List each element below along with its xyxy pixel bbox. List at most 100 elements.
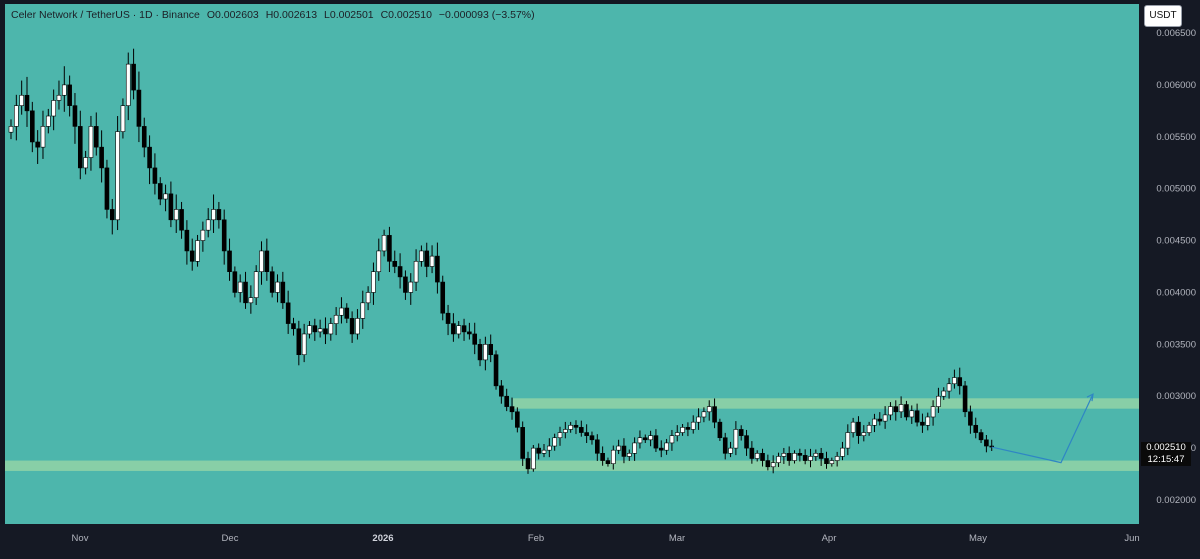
candle [621, 438, 627, 464]
candle-body [952, 377, 957, 385]
candle [61, 66, 67, 112]
candle [600, 446, 605, 466]
candle-body [861, 432, 867, 436]
candle [664, 438, 669, 455]
candle-body [413, 261, 419, 283]
plot-area[interactable] [5, 4, 1139, 524]
candle [499, 380, 504, 404]
symbol-header: Celer Network / TetherUS · 1D · Binance … [11, 9, 539, 21]
candle [269, 266, 275, 298]
candle [360, 290, 366, 329]
candle-body [531, 447, 536, 470]
candle-body [365, 292, 371, 304]
candle-body [237, 281, 243, 293]
candle [888, 402, 893, 421]
candle [141, 117, 147, 158]
candle [690, 415, 696, 434]
candle-body [424, 250, 430, 267]
candle-body [371, 271, 376, 293]
candle [541, 444, 547, 458]
candle [328, 317, 334, 341]
y-tick-label: 0.003500 [1156, 339, 1196, 350]
candle [898, 396, 904, 418]
candle [136, 71, 142, 143]
candle [648, 430, 653, 447]
candle-body [669, 435, 675, 444]
candle-body [104, 167, 110, 210]
candle [930, 400, 936, 426]
candle-body [824, 458, 829, 464]
symbol-title[interactable]: Celer Network / TetherUS · 1D · Binance [11, 9, 200, 21]
candle [717, 418, 723, 441]
candle-body [429, 255, 435, 267]
candle [776, 452, 781, 468]
candle-body [312, 325, 318, 333]
candle-body [355, 318, 360, 335]
candle-body [893, 406, 899, 413]
candle-body [253, 271, 259, 298]
candle [653, 429, 659, 453]
candle [189, 238, 195, 271]
candle-body [205, 219, 211, 231]
candle [584, 424, 589, 443]
candle-body [914, 410, 920, 423]
candle-body [125, 63, 131, 106]
candle-body [973, 424, 979, 433]
last-price: 0.002510 [1146, 442, 1186, 453]
candle [307, 321, 312, 339]
candle [392, 250, 398, 274]
candle [904, 400, 909, 421]
candle-body [141, 126, 147, 148]
candle [829, 457, 835, 467]
candle-body [818, 452, 824, 459]
y-tick-label: 0.002000 [1156, 495, 1196, 506]
candle [850, 417, 856, 438]
x-tick-labels: Nov Dec 2026 Feb Mar Apr May Jun [72, 533, 1140, 544]
candle-body [248, 297, 254, 304]
candle-body [419, 250, 424, 262]
candle-body [200, 229, 206, 241]
candle-body [179, 209, 184, 231]
candle-body [605, 460, 611, 464]
candle [946, 377, 952, 399]
candle [403, 270, 408, 300]
candle-body [573, 424, 579, 428]
candle [882, 406, 888, 429]
candle-body [909, 410, 915, 418]
candle-body [616, 445, 621, 451]
candle-body [285, 302, 291, 324]
y-tick-label: 0.006500 [1156, 28, 1196, 39]
candle-body [499, 385, 504, 397]
candle [909, 405, 915, 424]
candle [914, 403, 920, 427]
ohlc-close: C0.002510 [380, 9, 432, 21]
candle [642, 434, 648, 444]
candle-body [840, 447, 845, 457]
candle-body [888, 406, 893, 416]
y-tick-label: 0.003000 [1156, 391, 1196, 402]
x-tick-label: Jun [1124, 533, 1139, 544]
currency-button[interactable]: USDT [1144, 5, 1182, 27]
candle-body [925, 416, 931, 426]
x-tick-label: Mar [669, 533, 685, 544]
candle-body [504, 395, 509, 407]
candle-body [333, 314, 339, 324]
candle-body [376, 250, 382, 272]
candle [125, 52, 131, 121]
candle [610, 445, 616, 470]
candle-body [195, 240, 200, 262]
candle-body [770, 462, 776, 468]
candle [435, 242, 440, 294]
candle-body [866, 424, 872, 433]
candle [754, 450, 760, 462]
candle-body [488, 344, 494, 356]
candle-body [536, 447, 541, 454]
candle [376, 238, 382, 281]
time-axis[interactable] [0, 524, 1139, 559]
candle-body [813, 452, 819, 457]
y-tick-label: 0.005000 [1156, 184, 1196, 195]
candle-body [834, 456, 840, 461]
candle-body [850, 421, 856, 433]
candle-body [648, 435, 653, 441]
